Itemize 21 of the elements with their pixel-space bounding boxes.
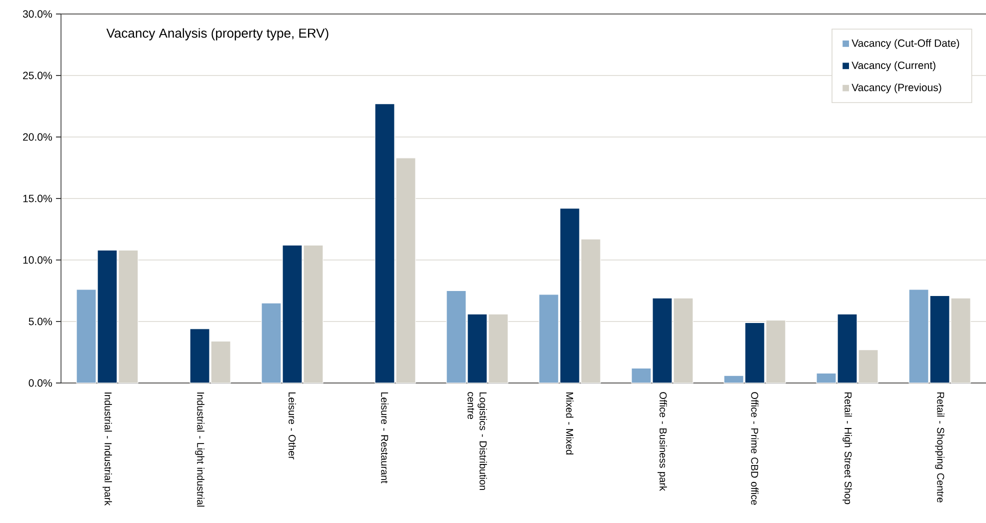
x-tick-label: Industrial - Industrial park [102,392,112,506]
x-tick-label: Industrial - Light industrial [195,392,204,507]
legend-label: Vacancy (Current) [852,61,936,72]
y-tick-label: 20.0% [23,133,52,141]
legend-label: Vacancy (Previous) [852,83,942,94]
y-tick-label: 25.0% [23,72,52,80]
y-tick-label: 0.0% [28,379,52,387]
y-tick-label: 15.0% [23,194,52,202]
x-tick-label: Leisure - Restaurant [381,392,388,484]
legend-label: Vacancy (Cut-Off Date) [852,39,960,49]
x-tick-label: Leisure - Other [288,392,296,460]
x-tick-label: Office - Business park [658,392,667,491]
x-tick-label: Logistics - Distribution centre [468,392,487,490]
y-tick-label: 30.0% [22,10,52,18]
y-tick-label: 10.0% [23,256,52,264]
x-tick-label: Retail - High Street Shop [842,392,852,504]
x-tick-label: Mixed - Mixed [566,392,574,454]
x-tick-label: Office - Prime CBD office [751,392,758,505]
x-tick-label: Retail - Shopping Centre [935,392,944,502]
text: Vacancy Analysis (property type, ERV) [106,28,328,40]
y-tick-label: 5.0% [28,318,52,326]
